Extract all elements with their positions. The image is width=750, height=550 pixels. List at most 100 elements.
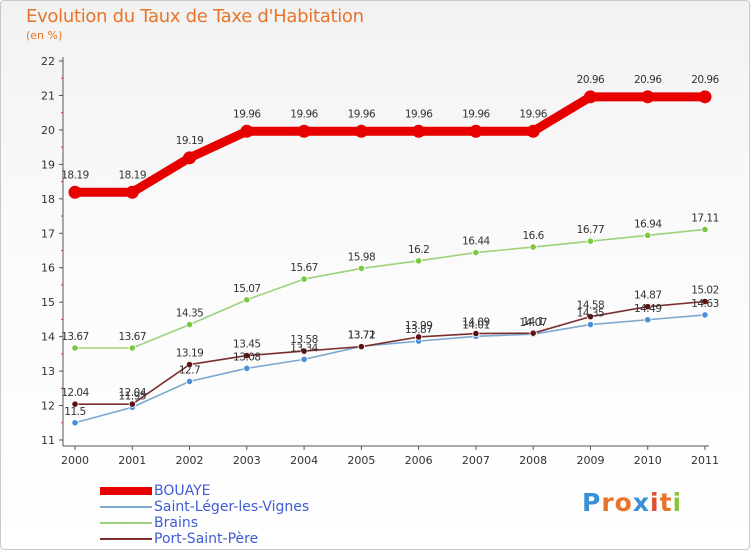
legend-label: BOUAYE (154, 483, 211, 499)
data-point (701, 297, 709, 306)
logo-letter: i (672, 488, 683, 517)
legend-swatch (100, 522, 152, 524)
series-line (74, 228, 706, 349)
data-point (243, 351, 251, 360)
data-label: 19.19 (176, 135, 204, 147)
data-label: 19.96 (348, 108, 376, 120)
data-point (357, 264, 365, 273)
data-point (185, 320, 194, 329)
data-point (472, 329, 480, 338)
data-label: 14.1 (522, 316, 543, 328)
data-point (300, 347, 308, 355)
data-point (357, 343, 365, 351)
data-label: 16.94 (634, 218, 662, 230)
data-label: 18.19 (118, 169, 146, 181)
data-point (469, 124, 483, 138)
data-point (583, 90, 597, 104)
data-point (71, 400, 79, 408)
y-tick-label: 13 (41, 365, 55, 378)
data-point (125, 185, 139, 199)
y-tick-label: 11 (41, 434, 55, 447)
data-point (354, 124, 368, 138)
data-label: 13.34 (290, 342, 318, 354)
data-label: 15.07 (233, 283, 261, 295)
y-tick-label: 12 (41, 400, 55, 413)
data-label: 17.11 (691, 212, 719, 224)
data-label: 11.5 (64, 406, 85, 418)
data-point (529, 329, 537, 337)
data-label: 11.95 (118, 390, 146, 402)
data-label: 13.99 (405, 320, 433, 332)
x-tick-label: 2009 (576, 454, 604, 467)
legend-label: Brains (154, 515, 198, 531)
x-tick-label: 2011 (691, 454, 719, 467)
chart-subtitle: (en %) (26, 29, 63, 42)
y-tick-label: 15 (41, 296, 55, 309)
logo-letter: i (650, 488, 660, 517)
data-label: 18.19 (61, 169, 89, 181)
data-label: 12.04 (118, 387, 146, 399)
proxiti-logo: Proxiti (582, 488, 682, 517)
data-label: 16.2 (408, 244, 429, 256)
data-point (586, 313, 595, 321)
data-label: 12.04 (61, 387, 89, 399)
legend-swatch (100, 506, 152, 508)
data-label: 13.67 (118, 331, 146, 343)
x-tick-label: 2005 (347, 454, 375, 467)
logo-letter: r (601, 488, 615, 517)
data-point (128, 344, 136, 352)
data-label: 20.96 (634, 74, 662, 86)
data-label: 16.6 (522, 230, 544, 242)
y-tick-label: 21 (41, 89, 55, 102)
data-point (644, 231, 652, 239)
y-tick-label: 14 (41, 331, 55, 344)
logo-letter: x (632, 488, 650, 517)
x-tick-label: 2003 (233, 454, 261, 467)
legend-label: Port-Saint-Père (154, 531, 259, 547)
data-point (412, 124, 426, 138)
data-point (243, 364, 251, 372)
y-tick-label: 17 (41, 227, 55, 240)
y-tick-label: 19 (41, 158, 55, 171)
data-point (644, 303, 652, 311)
data-label: 19.96 (519, 108, 547, 120)
data-label: 13.19 (176, 348, 204, 360)
data-point (701, 311, 709, 319)
x-tick-label: 2004 (290, 454, 318, 467)
data-point (71, 419, 79, 427)
data-label: 13.45 (233, 339, 261, 351)
data-label: 13.71 (348, 330, 376, 342)
data-label: 20.96 (691, 74, 719, 86)
data-point (243, 296, 251, 304)
data-label: 16.44 (462, 236, 490, 248)
data-label: 14.35 (577, 308, 605, 320)
x-tick-label: 2007 (462, 454, 490, 467)
data-label: 13.08 (233, 351, 261, 363)
x-tick-label: 2010 (634, 454, 662, 467)
y-tick-label: 22 (41, 55, 55, 68)
x-tick-label: 2000 (61, 454, 89, 467)
y-tick-label: 16 (41, 262, 55, 275)
data-label: 19.96 (233, 108, 261, 120)
x-tick-label: 2002 (176, 454, 204, 467)
data-label: 12.7 (179, 364, 200, 376)
data-point (529, 243, 537, 251)
data-point (128, 400, 136, 408)
series-line (74, 300, 706, 405)
y-tick-label: 20 (41, 124, 55, 137)
data-label: 14.09 (462, 317, 490, 329)
data-label: 16.77 (577, 224, 605, 236)
data-point (641, 90, 655, 104)
data-point (644, 316, 652, 324)
data-label: 14.01 (462, 319, 490, 331)
x-tick-label: 2008 (519, 454, 547, 467)
data-point (297, 124, 311, 138)
series-line (70, 92, 710, 197)
data-point (71, 344, 79, 352)
data-label: 19.96 (462, 108, 490, 120)
series-line (74, 314, 706, 424)
y-tick-label: 18 (41, 193, 55, 206)
x-tick-label: 2006 (405, 454, 433, 467)
legend-label: Saint-Léger-les-Vignes (154, 499, 310, 515)
